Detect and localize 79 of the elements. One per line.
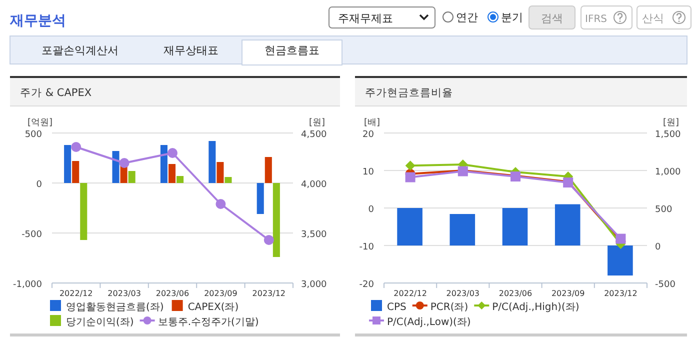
bar — [397, 208, 422, 246]
bar — [608, 246, 633, 276]
x-tick-label: 2023/09 — [551, 289, 585, 298]
x-tick-label: 2023/03 — [108, 289, 141, 298]
y-tick-label: 0 — [36, 180, 42, 190]
bar — [112, 151, 120, 183]
y2-tick-label: -500 — [655, 280, 676, 290]
x-tick-label: 2023/12 — [252, 289, 286, 298]
bar — [160, 145, 168, 183]
y-axis-title: [배] — [364, 118, 380, 128]
bar — [224, 177, 232, 183]
point — [216, 199, 226, 209]
point — [264, 235, 274, 245]
bar — [450, 214, 476, 246]
bar — [502, 208, 528, 246]
legend-label: 영업활동현금흐름(좌) — [66, 302, 164, 313]
y-tick-label: -10 — [359, 242, 374, 252]
bar — [554, 204, 580, 246]
x-tick-label: 2022/12 — [394, 289, 427, 298]
text: 분기 — [501, 11, 523, 24]
x-tick-label: 2023/09 — [204, 289, 238, 298]
x-tick-label: 2023/06 — [498, 289, 532, 298]
y-tick-label: -1,000 — [12, 280, 42, 290]
y-axis-title: [억원] — [27, 118, 53, 128]
point — [405, 160, 416, 171]
text: 주재무제표 — [338, 12, 393, 25]
legend-label: PCR(좌) — [430, 302, 468, 313]
point — [119, 158, 130, 168]
bar — [64, 145, 72, 183]
y-tick-label: 500 — [24, 130, 42, 140]
text: 검색 — [541, 12, 563, 25]
y2-tick-label: 4,500 — [301, 130, 328, 140]
x-tick-label: 2022/12 — [59, 289, 93, 298]
text: 현금흐름표 — [264, 44, 320, 57]
bar — [80, 183, 88, 240]
y-tick-label: 10 — [362, 168, 374, 178]
x-tick-label: 2023/12 — [604, 289, 638, 298]
bar — [208, 141, 216, 183]
legend-label: P/C(Adj.,High)(좌) — [492, 302, 580, 313]
bar — [168, 164, 176, 183]
y2-tick-label: 500 — [655, 205, 672, 215]
bar — [272, 183, 280, 257]
chart-title: 주가 & CAPEX — [20, 87, 92, 99]
point — [405, 172, 416, 182]
text: 포괄손익계산서 — [42, 44, 118, 57]
bar — [264, 157, 272, 183]
point — [168, 148, 178, 158]
x-tick-label: 2023/03 — [446, 289, 480, 298]
legend-label: P/C(Adj.,Low)(좌) — [387, 317, 471, 328]
y2-tick-label: 3,000 — [301, 280, 328, 290]
bar — [176, 176, 184, 183]
y2-tick-label: 3,500 — [301, 230, 328, 240]
y-tick-label: -20 — [359, 280, 374, 290]
text: 재무분석 — [9, 13, 66, 29]
y-tick-label: 20 — [362, 130, 374, 140]
text: 연간 — [456, 11, 478, 24]
legend-label: CPS — [387, 302, 406, 313]
y-tick-label: 0 — [368, 205, 374, 215]
text: 산식 — [642, 12, 664, 25]
y2-axis-title: [원] — [308, 118, 326, 128]
point — [616, 234, 626, 244]
y2-tick-label: 1,500 — [655, 130, 682, 140]
legend-label: 당기순이익(좌) — [66, 317, 134, 328]
text: 재무상태표 — [164, 44, 218, 57]
y2-axis-title: [원] — [662, 118, 680, 128]
legend-label: 보통주.수정주가(기말) — [158, 317, 259, 328]
text: IFRS — [585, 14, 607, 25]
bar — [216, 162, 224, 183]
x-tick-label: 2023/06 — [156, 289, 190, 298]
y2-tick-label: 0 — [655, 242, 661, 252]
y-tick-label: -500 — [22, 230, 42, 240]
point — [71, 142, 82, 152]
bar — [72, 161, 80, 183]
legend-label: CAPEX(좌) — [188, 302, 239, 313]
y2-tick-label: 1,000 — [655, 168, 682, 178]
bar — [256, 183, 264, 214]
y2-tick-label: 4,000 — [301, 180, 328, 190]
bar — [128, 171, 136, 183]
chart-title: 주가현금흐름비율 — [365, 87, 453, 99]
